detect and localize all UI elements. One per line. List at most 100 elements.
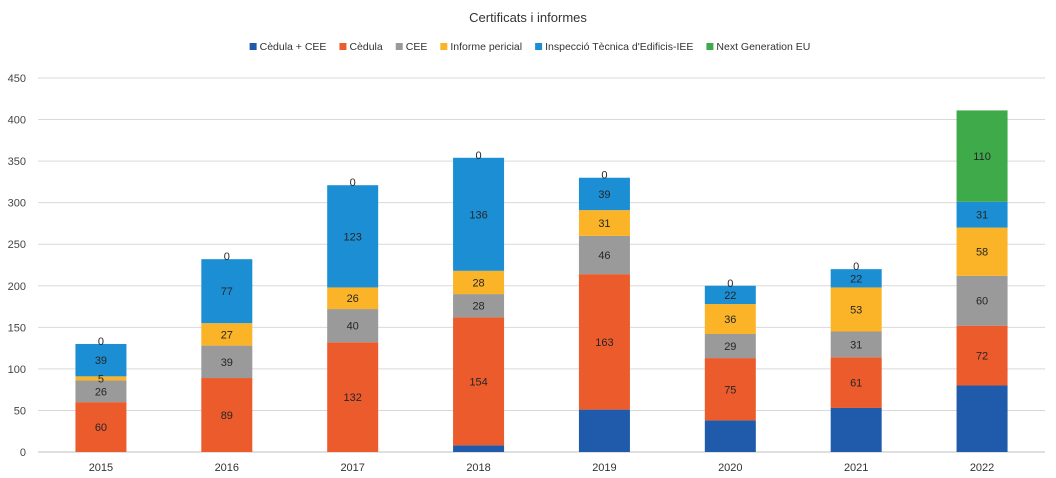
data-label: 163 bbox=[595, 337, 613, 349]
x-tick-label: 2019 bbox=[592, 462, 616, 474]
y-tick-label: 400 bbox=[8, 115, 26, 127]
bar-segment bbox=[830, 287, 882, 332]
data-label: 46 bbox=[598, 250, 610, 262]
legend-item: Cèdula + CEE bbox=[249, 41, 327, 53]
bar-segment bbox=[327, 287, 379, 310]
y-tick-label: 250 bbox=[8, 239, 26, 251]
legend-item: Next Generation EU bbox=[706, 41, 810, 53]
data-label: 28 bbox=[472, 277, 484, 289]
data-label: 154 bbox=[469, 376, 487, 388]
data-label: 28 bbox=[472, 301, 484, 313]
bar-segment bbox=[201, 378, 253, 452]
bar-segment bbox=[201, 345, 253, 379]
data-label: 36 bbox=[724, 314, 736, 326]
data-label: 132 bbox=[344, 392, 362, 404]
data-label: 60 bbox=[95, 422, 107, 434]
data-label: 31 bbox=[598, 218, 610, 230]
bar-segment bbox=[704, 358, 756, 421]
data-label: 123 bbox=[344, 231, 362, 243]
bar-segment bbox=[578, 177, 630, 211]
bar-segment bbox=[830, 407, 882, 452]
bar-segment bbox=[327, 309, 379, 343]
y-tick-label: 50 bbox=[14, 405, 26, 417]
gridlines bbox=[38, 77, 1045, 453]
bar-segment bbox=[956, 201, 1008, 228]
bars bbox=[75, 110, 1008, 452]
y-tick-label: 150 bbox=[8, 322, 26, 334]
bar-segment bbox=[453, 317, 505, 446]
bar-segment bbox=[704, 285, 756, 305]
data-label: 22 bbox=[850, 273, 862, 285]
legend-swatch bbox=[535, 43, 543, 50]
legend-item: CEE bbox=[395, 41, 428, 53]
bar-segment bbox=[453, 157, 505, 271]
data-label: 0 bbox=[350, 177, 356, 189]
legend-label: Informe pericial bbox=[450, 41, 522, 53]
legend-item: Inspecció Tècnica d'Edificis-IEE bbox=[535, 41, 693, 53]
data-labels: 6026539089392777013240261230154282813601… bbox=[95, 150, 991, 434]
bar-segment bbox=[75, 402, 127, 452]
legend-swatch bbox=[339, 43, 347, 50]
bar-segment bbox=[327, 342, 379, 452]
data-label: 53 bbox=[850, 304, 862, 316]
bar-segment bbox=[75, 380, 127, 403]
bar-segment bbox=[704, 420, 756, 452]
bar-segment bbox=[956, 110, 1008, 202]
data-label: 0 bbox=[476, 150, 482, 162]
bar-segment bbox=[956, 227, 1008, 276]
legend-label: CEE bbox=[406, 41, 428, 53]
legend-swatch bbox=[706, 43, 714, 50]
y-tick-label: 0 bbox=[20, 447, 26, 459]
y-tick-label: 350 bbox=[8, 156, 26, 168]
legend-label: Next Generation EU bbox=[716, 41, 810, 53]
data-label: 27 bbox=[221, 329, 233, 341]
data-label: 29 bbox=[724, 341, 736, 353]
data-label: 75 bbox=[724, 384, 736, 396]
legend-swatch bbox=[249, 43, 257, 50]
bar-segment bbox=[956, 385, 1008, 452]
data-label: 39 bbox=[221, 357, 233, 369]
data-label: 0 bbox=[224, 251, 230, 263]
data-label: 39 bbox=[95, 355, 107, 367]
bar-segment bbox=[453, 445, 505, 452]
bar-segment bbox=[830, 269, 882, 288]
bar-segment bbox=[578, 210, 630, 236]
bar-segment bbox=[75, 343, 127, 377]
x-tick-label: 2021 bbox=[844, 462, 868, 474]
data-label: 5 bbox=[98, 373, 104, 385]
data-label: 61 bbox=[850, 378, 862, 390]
legend-label: Cèdula bbox=[349, 41, 382, 53]
bar-segment bbox=[704, 304, 756, 334]
legend-swatch bbox=[440, 43, 448, 50]
x-tick-label: 2016 bbox=[215, 462, 239, 474]
data-label: 0 bbox=[601, 170, 607, 182]
x-tick-label: 2017 bbox=[340, 462, 364, 474]
bar-segment bbox=[578, 274, 630, 410]
y-tick-label: 300 bbox=[8, 198, 26, 210]
bar-segment bbox=[201, 259, 253, 324]
data-label: 77 bbox=[221, 286, 233, 298]
x-tick-label: 2020 bbox=[718, 462, 742, 474]
bar-segment bbox=[956, 325, 1008, 386]
bar-segment bbox=[578, 235, 630, 275]
y-tick-label: 100 bbox=[8, 364, 26, 376]
x-tick-label: 2022 bbox=[970, 462, 994, 474]
data-label: 0 bbox=[853, 261, 859, 273]
bar-segment bbox=[830, 331, 882, 358]
data-label: 26 bbox=[95, 386, 107, 398]
chart-title: Certificats i informes bbox=[469, 10, 587, 25]
data-label: 31 bbox=[976, 210, 988, 222]
bar-segment bbox=[830, 357, 882, 408]
data-label: 0 bbox=[727, 278, 733, 290]
bar-segment bbox=[704, 333, 756, 359]
bar-segment bbox=[453, 270, 505, 295]
bar-segment bbox=[75, 376, 127, 381]
data-label: 0 bbox=[98, 336, 104, 348]
data-label: 136 bbox=[469, 209, 487, 221]
data-label: 26 bbox=[347, 293, 359, 305]
bar-segment bbox=[956, 275, 1008, 326]
data-label: 58 bbox=[976, 247, 988, 259]
legend-label: Cèdula + CEE bbox=[260, 41, 327, 53]
data-label: 31 bbox=[850, 339, 862, 351]
